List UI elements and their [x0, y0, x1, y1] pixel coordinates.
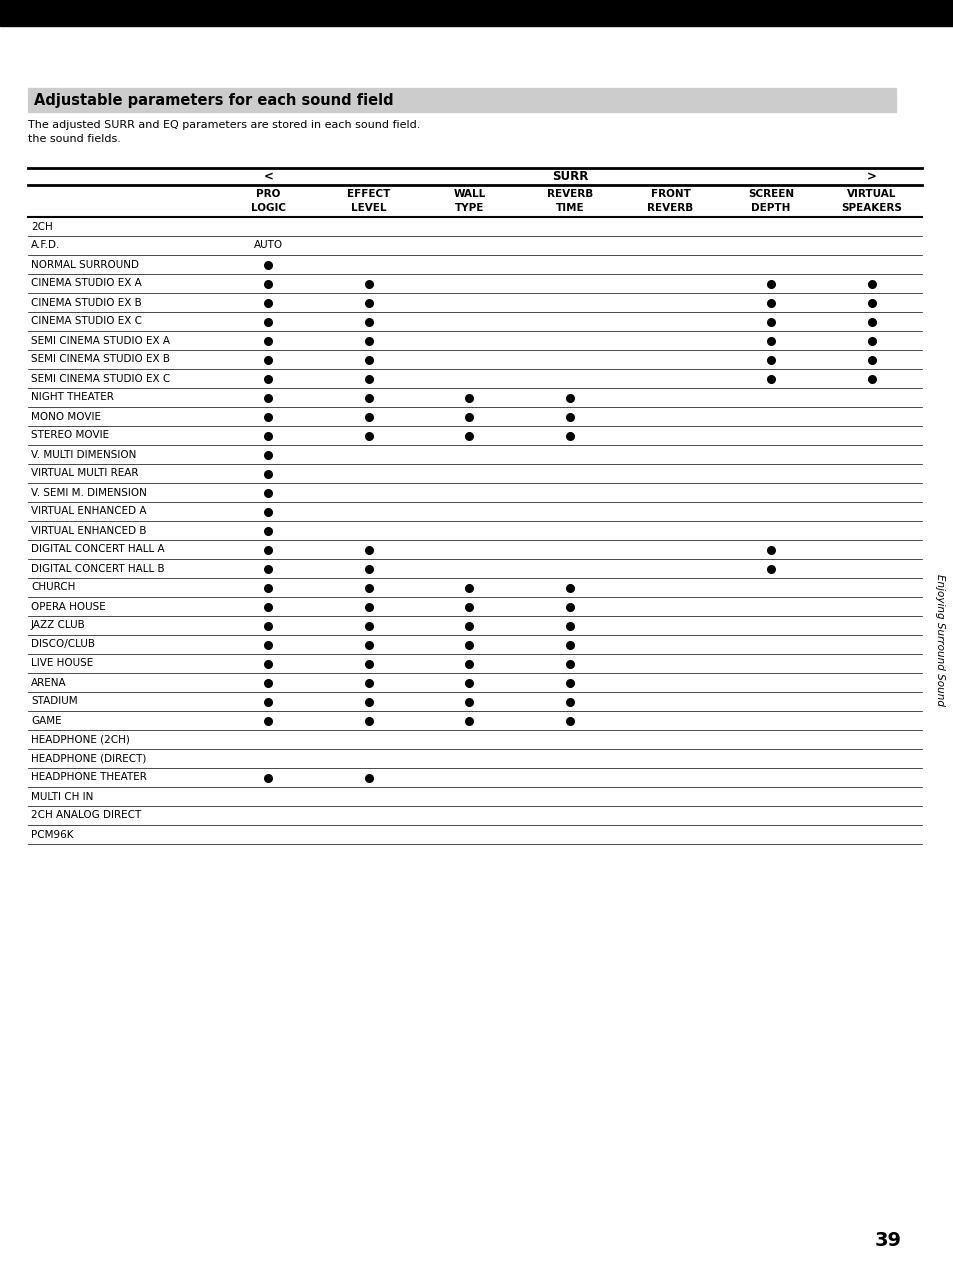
Text: CINEMA STUDIO EX C: CINEMA STUDIO EX C — [30, 316, 142, 326]
Text: ARENA: ARENA — [30, 678, 67, 688]
Text: Enjoying Surround Sound: Enjoying Surround Sound — [934, 575, 944, 706]
Text: GAME: GAME — [30, 716, 62, 725]
Text: The adjusted SURR and EQ parameters are stored in each sound field.: The adjusted SURR and EQ parameters are … — [28, 120, 420, 130]
Text: EFFECT: EFFECT — [347, 189, 390, 199]
Text: SEMI CINEMA STUDIO EX B: SEMI CINEMA STUDIO EX B — [30, 354, 170, 364]
Text: CINEMA STUDIO EX B: CINEMA STUDIO EX B — [30, 298, 142, 307]
Text: PCM96K: PCM96K — [30, 829, 73, 840]
Text: TYPE: TYPE — [455, 203, 483, 213]
Text: STEREO MOVIE: STEREO MOVIE — [30, 431, 109, 441]
Text: VIRTUAL ENHANCED A: VIRTUAL ENHANCED A — [30, 507, 147, 516]
Text: CINEMA STUDIO EX A: CINEMA STUDIO EX A — [30, 279, 142, 288]
Text: NORMAL SURROUND: NORMAL SURROUND — [30, 260, 139, 270]
Text: HEADPHONE (DIRECT): HEADPHONE (DIRECT) — [30, 753, 146, 763]
Text: V. SEMI M. DIMENSION: V. SEMI M. DIMENSION — [30, 488, 147, 498]
Text: >: > — [866, 169, 876, 183]
Text: 2CH ANALOG DIRECT: 2CH ANALOG DIRECT — [30, 810, 141, 820]
Text: NIGHT THEATER: NIGHT THEATER — [30, 392, 113, 403]
Text: LEVEL: LEVEL — [351, 203, 386, 213]
Text: LIVE HOUSE: LIVE HOUSE — [30, 659, 93, 669]
Text: SCREEN: SCREEN — [747, 189, 794, 199]
Text: SEMI CINEMA STUDIO EX A: SEMI CINEMA STUDIO EX A — [30, 335, 170, 345]
Text: CHURCH: CHURCH — [30, 582, 75, 592]
Text: the sound fields.: the sound fields. — [28, 134, 121, 144]
Text: DEPTH: DEPTH — [751, 203, 790, 213]
Text: MONO MOVIE: MONO MOVIE — [30, 412, 101, 422]
Text: 39: 39 — [874, 1231, 901, 1250]
Text: JAZZ CLUB: JAZZ CLUB — [30, 620, 86, 631]
Text: DISCO/CLUB: DISCO/CLUB — [30, 640, 95, 650]
Text: TIME: TIME — [555, 203, 583, 213]
Text: REVERB: REVERB — [546, 189, 593, 199]
Text: VIRTUAL MULTI REAR: VIRTUAL MULTI REAR — [30, 469, 138, 479]
Text: HEADPHONE THEATER: HEADPHONE THEATER — [30, 772, 147, 782]
Text: VIRTUAL ENHANCED B: VIRTUAL ENHANCED B — [30, 525, 147, 535]
Text: PRO: PRO — [255, 189, 280, 199]
Text: FRONT: FRONT — [650, 189, 690, 199]
Text: HEADPHONE (2CH): HEADPHONE (2CH) — [30, 735, 130, 744]
Bar — [28, 88, 895, 112]
Text: <: < — [263, 169, 273, 183]
Text: Adjustable parameters for each sound field: Adjustable parameters for each sound fie… — [34, 93, 394, 107]
Text: SEMI CINEMA STUDIO EX C: SEMI CINEMA STUDIO EX C — [30, 373, 170, 383]
Text: DIGITAL CONCERT HALL A: DIGITAL CONCERT HALL A — [30, 544, 165, 554]
Text: VIRTUAL: VIRTUAL — [846, 189, 896, 199]
Text: SURR: SURR — [551, 169, 588, 183]
Text: AUTO: AUTO — [253, 241, 282, 251]
Text: REVERB: REVERB — [647, 203, 693, 213]
Text: V. MULTI DIMENSION: V. MULTI DIMENSION — [30, 450, 136, 460]
Text: WALL: WALL — [453, 189, 485, 199]
Text: SPEAKERS: SPEAKERS — [841, 203, 902, 213]
Text: DIGITAL CONCERT HALL B: DIGITAL CONCERT HALL B — [30, 563, 165, 573]
Text: A.F.D.: A.F.D. — [30, 241, 60, 251]
Bar — [0, 0, 953, 25]
Text: 2CH: 2CH — [30, 222, 52, 232]
Text: OPERA HOUSE: OPERA HOUSE — [30, 601, 106, 612]
Text: STADIUM: STADIUM — [30, 697, 77, 707]
Text: LOGIC: LOGIC — [251, 203, 286, 213]
Text: MULTI CH IN: MULTI CH IN — [30, 791, 93, 801]
